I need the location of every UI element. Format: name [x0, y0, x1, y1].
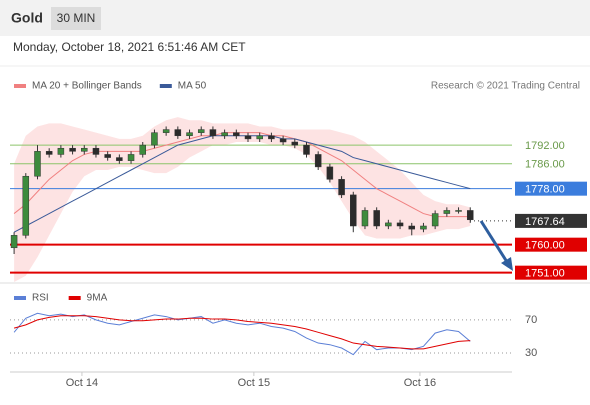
level-label: 1760.00	[525, 240, 565, 252]
candle-body	[139, 144, 146, 155]
timeframe-badge[interactable]	[51, 7, 101, 30]
x-tick-label: Oct 16	[404, 377, 436, 389]
y-tick-label: 30	[525, 347, 537, 359]
rsi-panel: RSI 9MA 70 30 Oct 14 Oct 15 Oct 16	[10, 293, 537, 389]
candle-body	[326, 166, 334, 180]
candle-body	[256, 135, 263, 140]
datetime: Monday, October 18, 2021 6:51:46 AM CET	[13, 40, 246, 54]
candle-body	[420, 225, 427, 230]
candle-body	[92, 147, 100, 155]
candle-body	[291, 141, 299, 146]
bollinger-band	[14, 117, 471, 282]
level-label: 1778.00	[525, 184, 565, 196]
legend-label: 9MA	[87, 293, 108, 304]
candle-body	[116, 157, 123, 161]
candle-body	[338, 179, 345, 196]
candle-body	[197, 129, 205, 133]
candle-body	[268, 135, 275, 140]
y-tick-label: 70	[525, 314, 537, 326]
candle-body	[466, 210, 474, 221]
candle-body	[396, 222, 404, 227]
level-label-box	[515, 181, 587, 196]
forecast-arrow	[479, 220, 509, 263]
candle-body	[209, 129, 217, 137]
candle-body	[174, 129, 182, 137]
candle-body	[221, 132, 228, 137]
candle-body	[127, 154, 135, 161]
level-label: 1786.00	[525, 159, 565, 171]
level-label: 1751.00	[525, 268, 565, 280]
legend-swatch	[159, 84, 172, 88]
forecast-arrowhead	[501, 257, 513, 271]
candle-body	[69, 147, 76, 152]
candle-body	[233, 132, 240, 137]
candle-body	[81, 147, 88, 152]
level-label-box	[515, 213, 587, 228]
legend-label: MA 20 + Bollinger Bands	[32, 81, 142, 92]
x-tick-label: Oct 15	[238, 377, 270, 389]
legend-label: RSI	[32, 293, 49, 304]
moving-average	[13, 135, 471, 233]
legend-swatch	[14, 84, 26, 88]
candle-body	[186, 132, 193, 137]
x-tick-label: Oct 14	[66, 377, 98, 389]
candle-body	[34, 151, 41, 177]
candle-body	[10, 235, 18, 249]
price-panel: MA 20 + Bollinger Bands MA 50 Research © 2…	[10, 81, 587, 282]
candle-body	[443, 210, 451, 214]
level-label-box	[515, 265, 587, 280]
candle-body	[431, 213, 439, 227]
timeframe[interactable]: 30 MIN	[57, 11, 96, 25]
candle-body	[455, 210, 462, 212]
candle-body	[373, 210, 380, 227]
candle-body	[45, 151, 53, 155]
candle-body	[22, 175, 30, 236]
instrument-title: Gold	[11, 10, 43, 26]
level-label-box	[515, 237, 587, 252]
candle-body	[385, 222, 392, 227]
legend-swatch	[68, 296, 81, 300]
moving-average	[13, 132, 471, 218]
level-label: 1792.00	[525, 140, 565, 152]
candle-body	[408, 225, 416, 230]
level-label: 1767.64	[525, 216, 565, 228]
credit: Research © 2021 Trading Central	[431, 81, 580, 92]
candle-body	[350, 194, 357, 227]
candle-body	[244, 135, 252, 140]
legend-label: MA 50	[178, 81, 207, 92]
candle-body	[314, 154, 322, 168]
candle-body	[151, 132, 158, 146]
candle-body	[162, 129, 170, 133]
legend-swatch	[14, 296, 26, 300]
rsi-line	[13, 315, 471, 350]
candle-body	[279, 138, 287, 143]
candle-body	[303, 144, 310, 155]
candle-body	[361, 210, 369, 227]
candle-body	[57, 147, 65, 155]
candle-body	[104, 154, 111, 158]
